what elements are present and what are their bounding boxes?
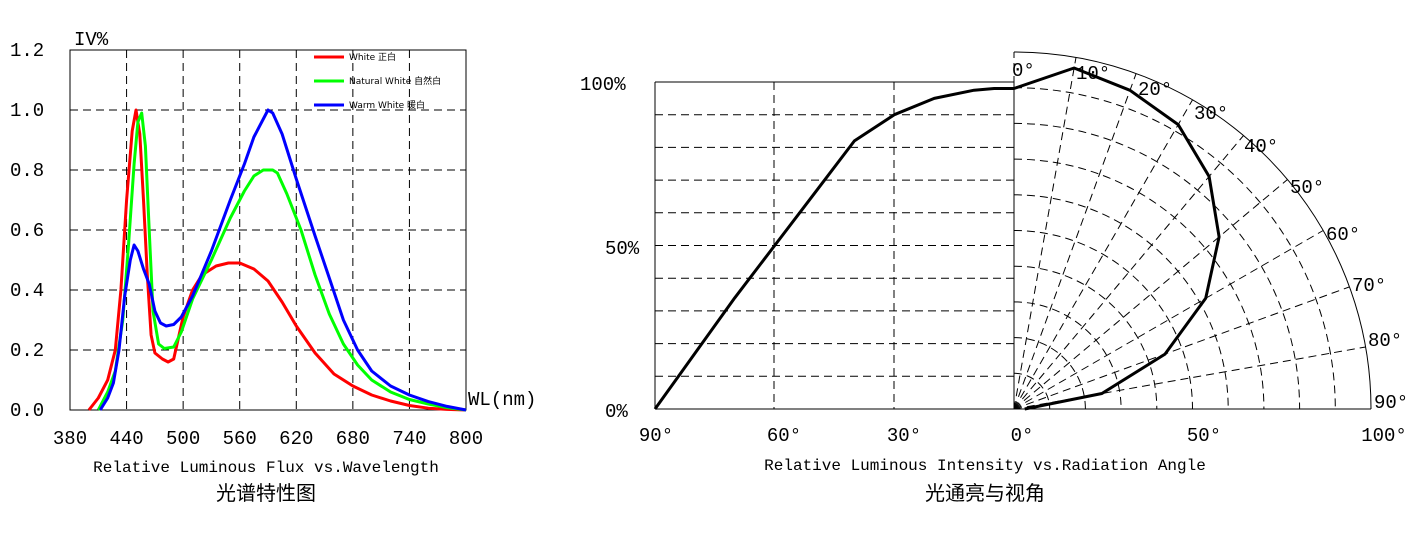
radiation-polar-arc (1013, 158, 1265, 410)
radiation-y-tick: 0% (605, 401, 628, 423)
radiation-bottom-tick: 0° (1011, 425, 1034, 447)
spectrum-x-label: WL(nm) (468, 389, 536, 411)
radiation-polar-radial (1013, 179, 1288, 410)
spectrum-series-line (96, 111, 467, 412)
spectrum-y-tick: 0.4 (10, 280, 44, 302)
radiation-arc-tick: 70° (1352, 275, 1386, 297)
radiation-polar-radial (1013, 135, 1244, 410)
radiation-arc-tick: 40° (1244, 136, 1278, 158)
radiation-polar-outer-arc (1013, 51, 1372, 410)
radiation-polar-arc (1013, 337, 1086, 410)
radiation-polar-arc (1013, 265, 1158, 410)
spectrum-y-tick: 1.0 (10, 100, 44, 122)
spectrum-legend-entry: White 正白 (349, 51, 396, 63)
spectrum-legend-entry: Natural White 自然白 (349, 75, 441, 87)
radiation-bottom-tick: 30° (887, 425, 921, 447)
radiation-arc-tick: 80° (1368, 330, 1402, 352)
spectrum-y-tick: 0.2 (10, 340, 44, 362)
spectrum-series-line (87, 108, 467, 412)
radiation-bottom-tick: 100° (1361, 425, 1407, 447)
spectrum-y-tick: 0.6 (10, 220, 44, 242)
radiation-bottom-tick: 50° (1187, 425, 1221, 447)
spectrum-y-label: IV% (74, 29, 109, 51)
spectrum-caption: Relative Luminous Flux vs.Wavelength (93, 459, 439, 477)
radiation-y-tick: 100% (580, 74, 626, 96)
radiation-polar-arc (1013, 122, 1301, 410)
spectrum-x-tick: 620 (279, 428, 313, 450)
radiation-arc-tick: 60° (1326, 224, 1360, 246)
spectrum-x-tick: 380 (53, 428, 87, 450)
spectrum-frame (69, 49, 467, 411)
radiation-polar-arc (1013, 230, 1193, 410)
spectrum-y-tick: 0.0 (10, 400, 44, 422)
spectrum-legend-entry: Warm White 暖白 (349, 99, 425, 111)
radiation-polar-radial (1013, 286, 1350, 410)
radiation-polar-arc (1013, 194, 1229, 410)
radiation-polar-radial (1013, 73, 1137, 410)
radiation-chart: 90° 60° 30° 0° 50° 100° 0% 50% 100% 0° 10° 20° 30° 40… (580, 51, 1408, 505)
radiation-polar-radial (1013, 57, 1077, 410)
radiation-arc-tick: 90° (1374, 392, 1408, 414)
spectrum-x-tick: 800 (449, 428, 483, 450)
spectrum-x-tick: 440 (109, 428, 143, 450)
spectrum-x-tick: 560 (223, 428, 257, 450)
radiation-polar-radial (1013, 230, 1324, 410)
spectrum-x-tick: 680 (336, 428, 370, 450)
radiation-arc-tick: 50° (1290, 177, 1324, 199)
spectrum-y-tick: 0.8 (10, 160, 44, 182)
radiation-bottom-tick: 60° (767, 425, 801, 447)
radiation-caption-cn: 光通亮与视角 (925, 481, 1045, 505)
radiation-caption: Relative Luminous Intensity vs.Radiation… (764, 457, 1206, 475)
spectrum-chart: White 正白 Natural White 自然白 Warm White 暖白 3… (10, 29, 536, 505)
radiation-arc-tick: 30° (1194, 103, 1228, 125)
spectrum-y-tick: 1.2 (10, 40, 44, 62)
radiation-arc-tick: 10° (1076, 63, 1110, 85)
radiation-polar-radial (1013, 99, 1193, 410)
radiation-y-tick: 50% (605, 238, 640, 260)
radiation-polar-arc (1013, 87, 1336, 410)
radiation-arc-tick: 20° (1138, 79, 1172, 101)
radiation-polar-arc (1013, 301, 1122, 410)
spectrum-series-line (98, 108, 467, 412)
radiation-bottom-tick: 90° (639, 425, 673, 447)
spectrum-caption-cn: 光谱特性图 (216, 481, 316, 505)
spectrum-x-tick: 500 (166, 428, 200, 450)
radiation-arc-tick: 0° (1012, 60, 1035, 82)
radiation-curve (653, 66, 1221, 411)
spectrum-x-tick: 740 (392, 428, 426, 450)
radiation-polar-arc (1013, 372, 1051, 410)
